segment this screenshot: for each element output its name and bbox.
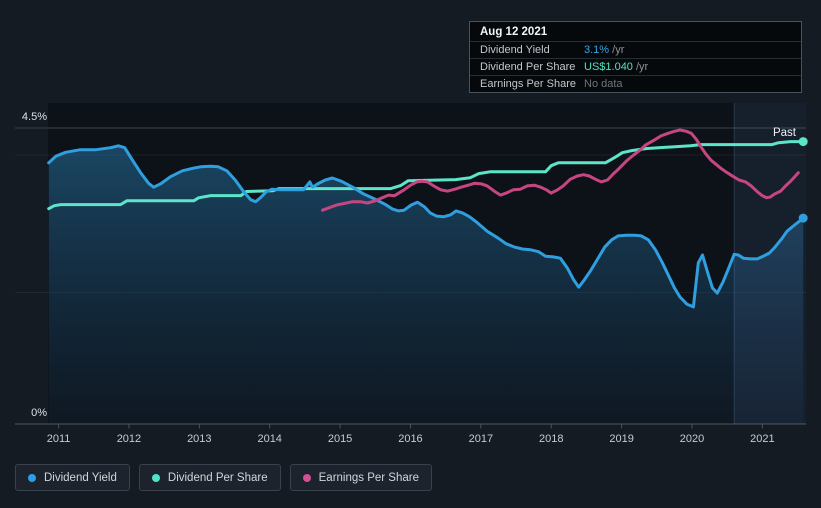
dividend-yield-dot-icon bbox=[28, 473, 36, 482]
chart-legend: Dividend Yield Dividend Per Share Earnin… bbox=[15, 464, 432, 491]
dividend-per-share-line bbox=[47, 140, 805, 211]
y-axis-label: 0% bbox=[31, 407, 47, 419]
x-axis-label: 2013 bbox=[187, 433, 211, 445]
chart-tooltip: Aug 12 2021 Dividend Yield 3.1% /yr Divi… bbox=[469, 21, 802, 93]
dividend-history-chart[interactable]: 4.5% 0% 2011 2012 2013 2014 2015 2016 2017 2018 20… bbox=[0, 0, 821, 455]
tooltip-row-dividend-per-share: Dividend Per Share US$1.040 /yr bbox=[470, 58, 801, 75]
legend-label: Earnings Per Share bbox=[318, 471, 419, 484]
dividend-yield-end-dot bbox=[798, 213, 808, 223]
tooltip-label: Dividend Yield bbox=[480, 44, 550, 56]
dividend-per-share-end-dot bbox=[798, 137, 808, 147]
tooltip-label: Dividend Per Share bbox=[480, 61, 576, 73]
earnings-per-share-dot-icon bbox=[302, 473, 311, 482]
x-axis-label: 2020 bbox=[680, 433, 704, 445]
x-axis-label: 2016 bbox=[398, 433, 422, 445]
x-axis-label: 2011 bbox=[47, 433, 71, 445]
legend-dividend-per-share[interactable]: Dividend Per Share bbox=[138, 464, 281, 491]
legend-dividend-yield[interactable]: Dividend Yield bbox=[15, 464, 130, 491]
tooltip-row-dividend-yield: Dividend Yield 3.1% /yr bbox=[470, 41, 801, 58]
tooltip-value: No data bbox=[584, 78, 623, 90]
x-axis-label: 2019 bbox=[609, 433, 633, 445]
past-label: Past bbox=[772, 127, 796, 139]
past-band bbox=[734, 103, 806, 424]
tooltip-value: 3.1% /yr bbox=[584, 44, 625, 56]
dividend-yield-area bbox=[48, 145, 804, 425]
x-axis-label: 2018 bbox=[539, 433, 563, 445]
legend-label: Dividend Per Share bbox=[167, 471, 268, 484]
x-axis-label: 2021 bbox=[750, 433, 774, 445]
x-axis-label: 2015 bbox=[328, 433, 352, 445]
x-axis-label: 2014 bbox=[257, 433, 281, 445]
chart-canvas[interactable]: 4.5% 0% 2011 2012 2013 2014 2015 2016 2017 2018 20… bbox=[0, 0, 821, 455]
legend-label: Dividend Yield bbox=[44, 471, 117, 484]
tooltip-label: Earnings Per Share bbox=[480, 78, 576, 90]
tooltip-value: US$1.040 /yr bbox=[584, 61, 649, 73]
legend-earnings-per-share[interactable]: Earnings Per Share bbox=[289, 464, 432, 491]
tooltip-row-earnings-per-share: Earnings Per Share No data bbox=[470, 75, 801, 92]
dividend-per-share-dot-icon bbox=[151, 473, 160, 482]
earnings-per-share-line bbox=[321, 128, 800, 212]
x-axis-label: 2012 bbox=[117, 433, 141, 445]
dividend-yield-line bbox=[47, 144, 805, 309]
x-axis-label: 2017 bbox=[469, 433, 493, 445]
tooltip-date: Aug 12 2021 bbox=[480, 26, 548, 38]
y-axis-label: 4.5% bbox=[22, 111, 47, 123]
